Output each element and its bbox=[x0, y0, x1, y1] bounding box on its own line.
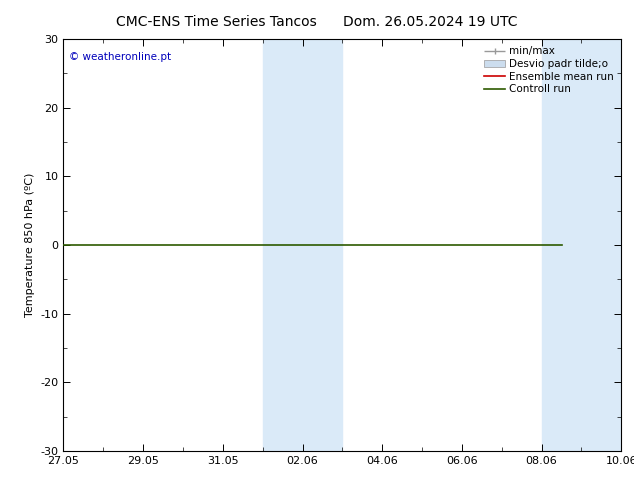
Bar bbox=[541, 39, 581, 451]
Text: CMC-ENS Time Series Tancos      Dom. 26.05.2024 19 UTC: CMC-ENS Time Series Tancos Dom. 26.05.20… bbox=[116, 15, 518, 29]
Bar bbox=[581, 39, 621, 451]
Bar bbox=[302, 39, 342, 451]
Bar bbox=[262, 39, 302, 451]
Y-axis label: Temperature 850 hPa (ºC): Temperature 850 hPa (ºC) bbox=[25, 173, 35, 317]
Legend: min/max, Desvio padr tilde;o, Ensemble mean run, Controll run: min/max, Desvio padr tilde;o, Ensemble m… bbox=[482, 45, 616, 97]
Text: © weatheronline.pt: © weatheronline.pt bbox=[69, 51, 171, 62]
